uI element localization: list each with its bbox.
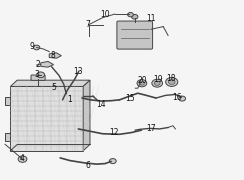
Text: 17: 17 bbox=[146, 124, 155, 133]
Polygon shape bbox=[41, 61, 54, 67]
Text: 6: 6 bbox=[85, 161, 90, 170]
Circle shape bbox=[109, 159, 116, 164]
Text: 8: 8 bbox=[51, 51, 55, 60]
Text: 13: 13 bbox=[73, 67, 83, 76]
Polygon shape bbox=[5, 132, 10, 141]
FancyBboxPatch shape bbox=[117, 21, 152, 49]
Circle shape bbox=[152, 79, 163, 87]
Text: 15: 15 bbox=[125, 94, 135, 103]
Polygon shape bbox=[83, 80, 90, 151]
Text: 7: 7 bbox=[86, 20, 91, 29]
Text: 11: 11 bbox=[146, 14, 155, 23]
Text: 1: 1 bbox=[67, 95, 72, 104]
Text: 16: 16 bbox=[173, 93, 182, 102]
Text: 2: 2 bbox=[36, 60, 41, 69]
Circle shape bbox=[137, 80, 147, 87]
Circle shape bbox=[179, 96, 186, 101]
Circle shape bbox=[139, 81, 144, 85]
Text: 5: 5 bbox=[51, 83, 56, 92]
Text: 9: 9 bbox=[30, 42, 35, 51]
FancyBboxPatch shape bbox=[31, 75, 45, 80]
Circle shape bbox=[168, 80, 175, 84]
Text: 19: 19 bbox=[153, 75, 163, 84]
Text: 10: 10 bbox=[101, 10, 110, 19]
Polygon shape bbox=[5, 96, 10, 105]
Text: 12: 12 bbox=[110, 128, 119, 137]
Circle shape bbox=[166, 78, 178, 86]
Circle shape bbox=[132, 14, 138, 19]
Text: 18: 18 bbox=[166, 74, 176, 83]
Circle shape bbox=[128, 12, 133, 17]
Circle shape bbox=[37, 72, 45, 78]
Polygon shape bbox=[10, 80, 90, 86]
Text: 4: 4 bbox=[20, 154, 24, 163]
Text: 20: 20 bbox=[138, 76, 147, 85]
Circle shape bbox=[18, 156, 27, 162]
Text: 14: 14 bbox=[97, 100, 106, 109]
Polygon shape bbox=[10, 86, 83, 151]
Polygon shape bbox=[49, 53, 61, 58]
Circle shape bbox=[154, 81, 160, 85]
Circle shape bbox=[33, 45, 40, 50]
Text: 3: 3 bbox=[34, 70, 39, 79]
